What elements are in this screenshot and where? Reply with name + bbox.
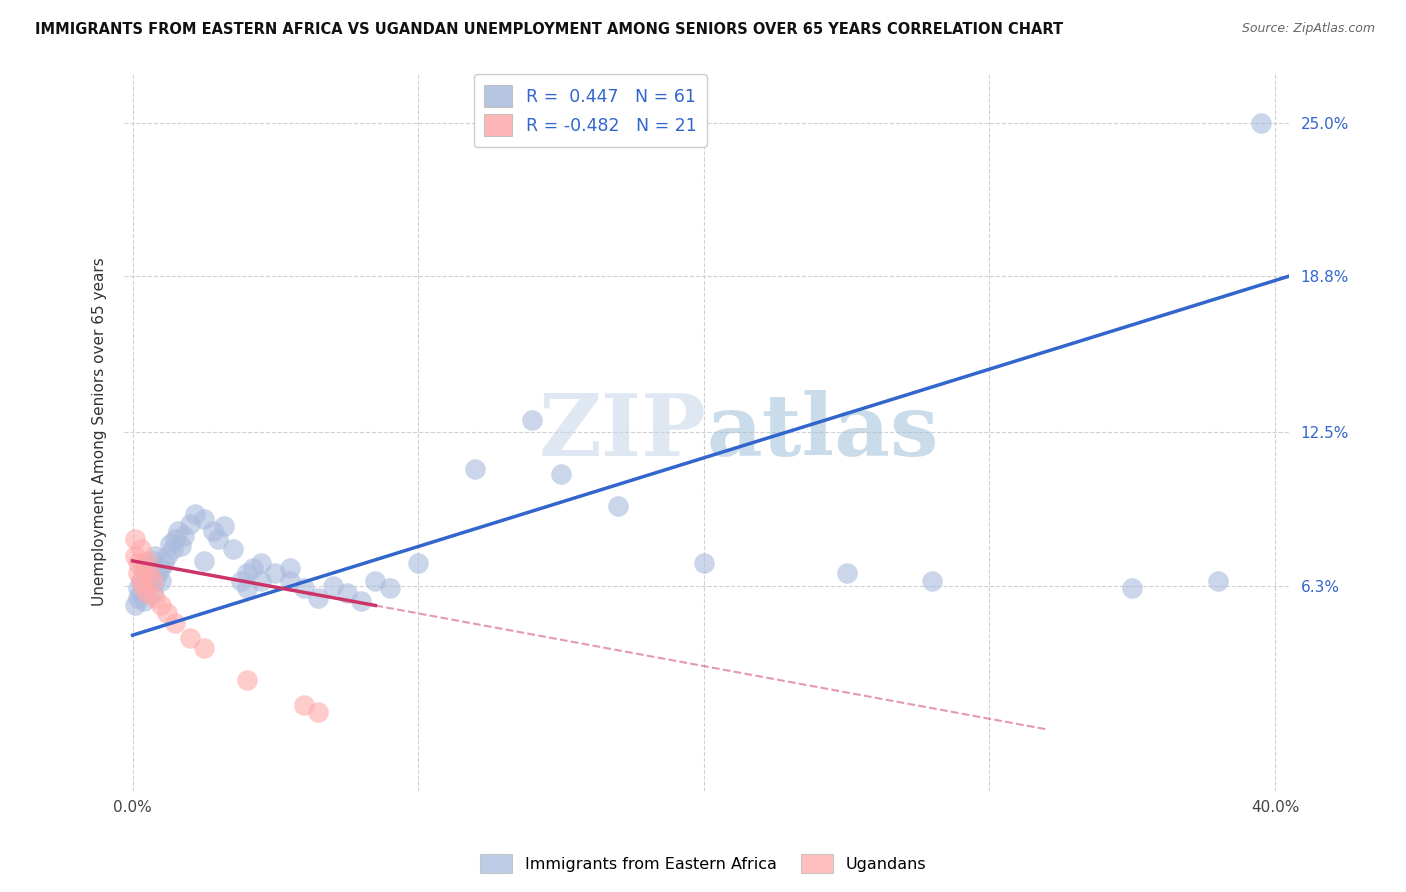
Point bbox=[129, 574, 152, 588]
Point bbox=[145, 591, 167, 605]
Point bbox=[550, 467, 572, 482]
Point bbox=[307, 591, 329, 605]
Point bbox=[229, 574, 252, 588]
Point bbox=[124, 549, 146, 563]
Point bbox=[921, 574, 943, 588]
Point bbox=[135, 586, 157, 600]
Point bbox=[124, 532, 146, 546]
Point bbox=[522, 413, 544, 427]
Point bbox=[124, 599, 146, 613]
Point bbox=[127, 581, 149, 595]
Text: Source: ZipAtlas.com: Source: ZipAtlas.com bbox=[1241, 22, 1375, 36]
Point bbox=[242, 561, 264, 575]
Point bbox=[162, 541, 184, 556]
Point bbox=[264, 566, 287, 581]
Point bbox=[464, 462, 486, 476]
Point bbox=[135, 557, 157, 571]
Point bbox=[693, 557, 716, 571]
Point bbox=[350, 593, 373, 607]
Point bbox=[1206, 574, 1229, 588]
Point bbox=[173, 529, 195, 543]
Point bbox=[153, 557, 176, 571]
Point bbox=[170, 539, 193, 553]
Point bbox=[607, 500, 630, 514]
Point bbox=[138, 561, 160, 575]
Legend: Immigrants from Eastern Africa, Ugandans: Immigrants from Eastern Africa, Ugandans bbox=[474, 847, 932, 880]
Point bbox=[148, 566, 170, 581]
Point bbox=[132, 593, 155, 607]
Point bbox=[236, 566, 259, 581]
Point bbox=[250, 574, 273, 588]
Point bbox=[1121, 581, 1143, 595]
Point bbox=[250, 557, 273, 571]
Text: ZIP: ZIP bbox=[538, 390, 707, 475]
Point bbox=[193, 640, 215, 655]
Point bbox=[132, 581, 155, 595]
Text: IMMIGRANTS FROM EASTERN AFRICA VS UGANDAN UNEMPLOYMENT AMONG SENIORS OVER 65 YEA: IMMIGRANTS FROM EASTERN AFRICA VS UGANDA… bbox=[35, 22, 1063, 37]
Point bbox=[150, 599, 173, 613]
Point bbox=[378, 581, 401, 595]
Point bbox=[406, 557, 429, 571]
Point bbox=[132, 566, 155, 581]
Point bbox=[145, 574, 167, 588]
Point bbox=[165, 615, 187, 630]
Point bbox=[129, 574, 152, 588]
Y-axis label: Unemployment Among Seniors over 65 years: Unemployment Among Seniors over 65 years bbox=[93, 258, 107, 607]
Point bbox=[127, 591, 149, 605]
Point bbox=[292, 581, 315, 595]
Point bbox=[278, 574, 301, 588]
Point bbox=[179, 631, 201, 645]
Point bbox=[129, 541, 152, 556]
Point bbox=[835, 566, 858, 581]
Point bbox=[207, 532, 229, 546]
Point bbox=[292, 698, 315, 712]
Point bbox=[179, 516, 201, 531]
Point bbox=[150, 561, 173, 575]
Point bbox=[156, 606, 179, 620]
Point bbox=[165, 532, 187, 546]
Point bbox=[201, 524, 224, 538]
Point bbox=[336, 586, 359, 600]
Point bbox=[142, 554, 165, 568]
Point bbox=[142, 574, 165, 588]
Point bbox=[184, 507, 207, 521]
Point bbox=[127, 557, 149, 571]
Point bbox=[129, 586, 152, 600]
Point bbox=[135, 579, 157, 593]
Point bbox=[364, 574, 387, 588]
Text: atlas: atlas bbox=[707, 390, 939, 475]
Point bbox=[156, 549, 179, 563]
Point bbox=[138, 566, 160, 581]
Point bbox=[236, 673, 259, 687]
Point bbox=[307, 705, 329, 719]
Point bbox=[167, 524, 190, 538]
Point bbox=[159, 536, 181, 550]
Point bbox=[193, 554, 215, 568]
Legend: R =  0.447   N = 61, R = -0.482   N = 21: R = 0.447 N = 61, R = -0.482 N = 21 bbox=[474, 74, 707, 147]
Point bbox=[145, 549, 167, 563]
Point bbox=[135, 554, 157, 568]
Point bbox=[278, 561, 301, 575]
Point bbox=[127, 566, 149, 581]
Point bbox=[236, 581, 259, 595]
Point bbox=[1250, 115, 1272, 129]
Point bbox=[138, 568, 160, 582]
Point bbox=[193, 512, 215, 526]
Point bbox=[142, 586, 165, 600]
Point bbox=[132, 561, 155, 575]
Point bbox=[321, 579, 343, 593]
Point bbox=[150, 574, 173, 588]
Point bbox=[221, 541, 243, 556]
Point bbox=[212, 519, 235, 533]
